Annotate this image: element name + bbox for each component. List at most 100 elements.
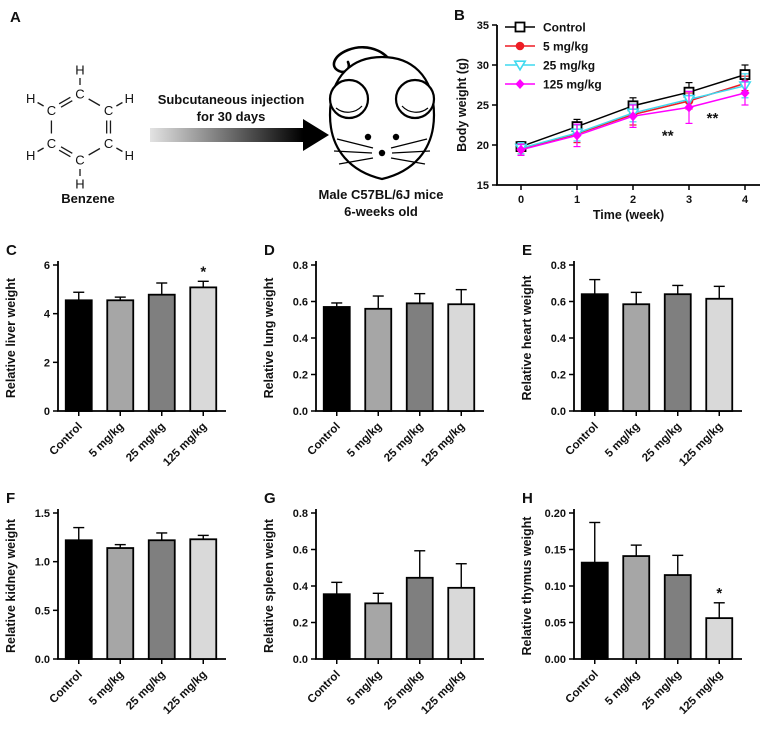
bar (364, 602, 393, 660)
x-category-label: Control (305, 421, 342, 458)
panel-letter: F (6, 490, 15, 507)
y-axis-title: Relative thymus weight (520, 516, 534, 656)
bar (580, 293, 609, 412)
bar (622, 555, 651, 660)
marker-diamond-icon (684, 102, 694, 113)
y-tick-label: 0.6 (551, 297, 566, 309)
legend-label: Control (543, 21, 586, 35)
x-category-label: 125 mg/kg (419, 669, 467, 717)
significance-annotation: ** (707, 110, 719, 127)
significance-star: * (200, 263, 206, 280)
x-category-label: Control (47, 421, 84, 458)
carbon-atom-label: C (104, 136, 113, 151)
y-tick-label: 15 (477, 180, 489, 192)
legend-label: 25 mg/kg (543, 59, 595, 73)
bar (322, 306, 351, 412)
y-tick-label: 0.2 (293, 618, 308, 630)
y-tick-label: 6 (44, 260, 50, 272)
x-category-label: 25 mg/kg (640, 421, 684, 465)
x-category-label: Control (47, 669, 84, 706)
carbon-atom-label: C (75, 153, 84, 168)
bar (705, 297, 734, 412)
bar (64, 299, 93, 412)
arrow-text-line1: Subcutaneous injection (158, 92, 305, 107)
bar (106, 299, 135, 412)
x-category-label: 125 mg/kg (419, 421, 467, 469)
x-category-label: 125 mg/kg (161, 421, 209, 469)
panel-c-liver-chart: C 0 2 4 6 Relative liver weight Control 5 mg/kg… (4, 242, 226, 469)
y-tick-label: 0.20 (545, 508, 566, 520)
y-axis-title: Relative kidney weight (4, 518, 18, 653)
panel-g-spleen-chart: G 0.0 0.2 0.4 0.6 0.8 Relative spleen weight Co… (262, 490, 484, 717)
y-tick-label: 0.10 (545, 581, 566, 593)
x-tick-label: 0 (518, 194, 524, 206)
hydrogen-atom-label: H (26, 91, 35, 106)
bar (405, 302, 434, 412)
y-tick-label: 0.0 (293, 406, 308, 418)
panel-d-lung-chart: D 0.0 0.2 0.4 0.6 0.8 Relative lung weight Cont… (262, 242, 484, 469)
x-category-label: 25 mg/kg (382, 421, 426, 465)
x-category-label: 125 mg/kg (677, 421, 725, 469)
bar (447, 303, 476, 412)
y-tick-label: 0.15 (545, 545, 566, 557)
x-category-label: 5 mg/kg (87, 669, 126, 708)
injection-arrow-icon (150, 119, 329, 151)
marker-diamond-icon (515, 79, 525, 89)
legend-label: 125 mg/kg (543, 78, 602, 92)
hydrogen-atom-label: H (125, 91, 134, 106)
x-category-label: 5 mg/kg (603, 421, 642, 460)
panel-letter: C (6, 242, 17, 259)
bar (189, 286, 218, 412)
x-tick-label: 3 (686, 194, 692, 206)
x-tick-label: 1 (574, 194, 580, 206)
bar (663, 293, 692, 412)
significance-star: * (716, 585, 722, 602)
mouse-caption-line2: 6-weeks old (344, 204, 418, 219)
legend-item: 25 mg/kg (505, 59, 595, 73)
x-axis-title: Time (week) (593, 208, 664, 222)
x-category-label: 25 mg/kg (124, 669, 168, 713)
panel-letter: B (454, 7, 465, 24)
marker-diamond-icon (572, 130, 582, 141)
hydrogen-atom-label: H (75, 177, 84, 192)
x-category-label: Control (305, 669, 342, 706)
hydrogen-atom-label: H (75, 63, 84, 78)
y-tick-label: 0.2 (551, 370, 566, 382)
hydrogen-atom-label: H (26, 148, 35, 163)
y-axis-title: Relative heart weight (520, 275, 534, 401)
carbon-atom-label: C (75, 87, 84, 102)
y-tick-label: 35 (477, 20, 489, 32)
bar (663, 574, 692, 660)
benzene-label: Benzene (61, 191, 114, 206)
x-category-label: 5 mg/kg (345, 669, 384, 708)
y-tick-label: 4 (44, 309, 51, 321)
legend-item: 125 mg/kg (505, 78, 602, 92)
bar (147, 539, 176, 660)
bar (364, 307, 393, 412)
x-tick-label: 2 (630, 194, 636, 206)
panel-letter: E (522, 242, 532, 259)
mouse-icon (328, 45, 436, 181)
carbon-atom-label: C (104, 103, 113, 118)
legend-item: Control (505, 21, 586, 35)
marker-diamond-icon (516, 144, 526, 155)
y-tick-label: 30 (477, 60, 489, 72)
marker-circle-icon (515, 41, 525, 51)
carbon-atom-label: C (47, 136, 56, 151)
panel-letter: H (522, 490, 533, 507)
bar (405, 576, 434, 660)
x-category-label: 125 mg/kg (161, 669, 209, 717)
bar (106, 547, 135, 660)
legend-label: 5 mg/kg (543, 40, 588, 54)
y-axis-title: Relative lung weight (262, 277, 276, 399)
y-tick-label: 1.5 (35, 508, 50, 520)
bar (189, 538, 218, 660)
hydrogen-atom-label: H (125, 148, 134, 163)
panel-a-letter: A (10, 9, 21, 26)
bar (580, 561, 609, 660)
panel-h-thymus-chart: H 0.00 0.05 0.10 0.15 0.20 Relative thymus wei… (520, 490, 742, 717)
y-axis-title: Body weight (g) (455, 58, 469, 152)
y-tick-label: 0.2 (293, 370, 308, 382)
